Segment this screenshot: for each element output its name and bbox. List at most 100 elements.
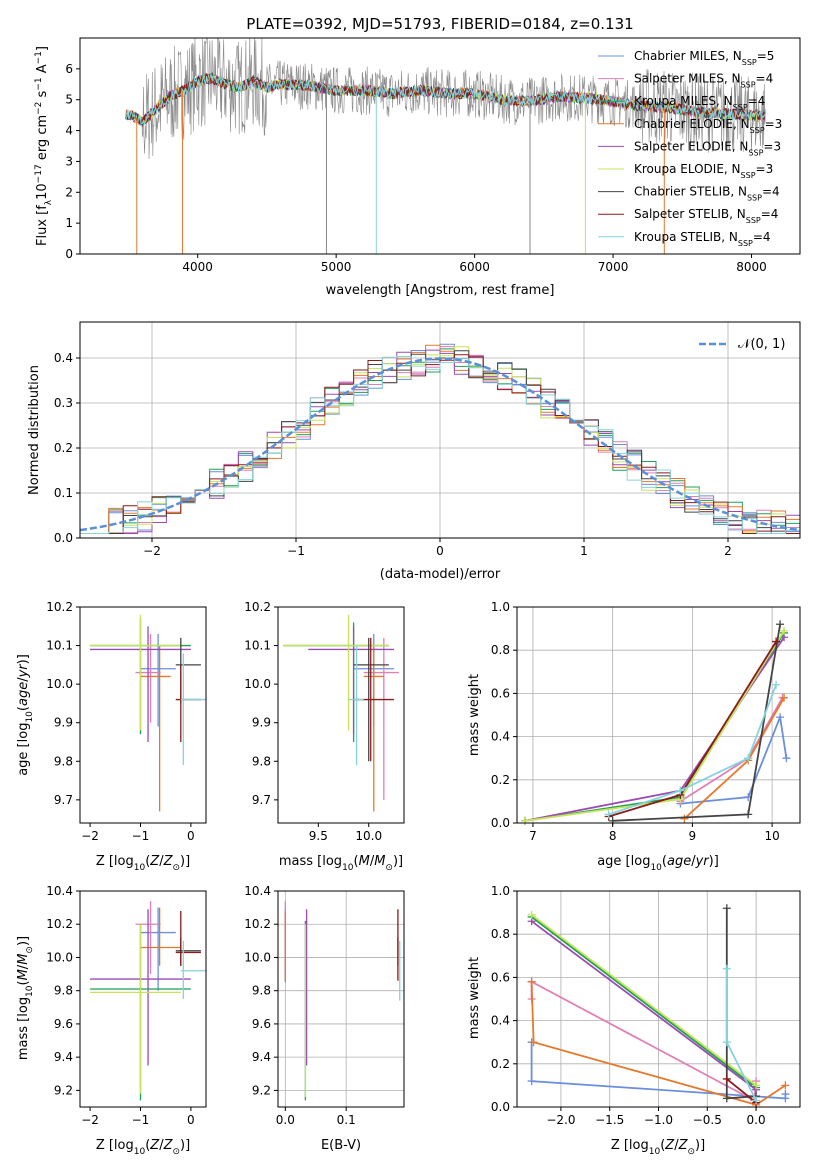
y-tick-label: 10.2 <box>244 600 271 614</box>
y-tick-label: 10.0 <box>244 950 271 964</box>
mass-vs-z-x-label: Z [log10(Z/Z⊙)] <box>96 1138 190 1157</box>
y-tick-label: 0.4 <box>491 730 510 744</box>
legend-sub: SSP <box>748 148 763 157</box>
weight-line <box>726 1078 757 1104</box>
y-tick-label: 1 <box>65 216 73 230</box>
x-tick-label: 10 <box>764 829 779 843</box>
y-tick-label: 9.9 <box>54 716 73 730</box>
weight-marker <box>744 810 753 819</box>
weight-vs-z-panel: −2.0 −1.5 −1.0 −0.5 0.0 0.0 0.2 0.4 0.6 0.8 1.0 <box>491 884 801 1127</box>
legend-nssp: =4 <box>756 72 774 86</box>
panel-frame <box>516 606 801 824</box>
y-tick-label: 10.1 <box>244 639 271 653</box>
y-tick-label: 9.8 <box>252 984 271 998</box>
y-tick-label: 0.8 <box>491 643 510 657</box>
gauss-curve <box>79 357 801 532</box>
legend-label: Kroupa ELODIE, NSSP=3 <box>634 162 773 180</box>
weight-line <box>531 914 757 1087</box>
y-tick-label: 0.2 <box>491 1057 510 1071</box>
weight-line <box>683 697 785 820</box>
legend-sub: SSP <box>733 103 748 112</box>
x-tick-label: 1 <box>580 544 588 558</box>
spectrum-lines <box>125 38 766 254</box>
weight-line <box>680 713 788 805</box>
y-tick-label: 9.6 <box>54 1017 73 1031</box>
weight-marker <box>781 1081 790 1090</box>
x-tick-label: 0.0 <box>276 1113 295 1127</box>
age-vs-mass-panel: 9.5 10.0 9.7 9.8 9.9 10.0 10.1 10.2 <box>244 600 405 843</box>
y-tick-label: 0.4 <box>54 351 73 365</box>
panel-frame <box>79 890 207 1108</box>
y-tick-label: 9.7 <box>54 793 73 807</box>
y-tick-label: 10.0 <box>46 950 73 964</box>
y-tick-label: 10.2 <box>46 600 73 614</box>
y-tick-label: 10.0 <box>244 677 271 691</box>
x-tick-label: 4000 <box>182 260 213 274</box>
x-tick-label: −1 <box>132 829 150 843</box>
weight-line <box>608 684 777 816</box>
mass-vs-ebv-panel: 0.0 0.1 9.2 9.4 9.6 9.8 10.0 10.2 10.4 <box>244 884 405 1127</box>
age-vs-z-panel: −2 −1 0 9.7 9.8 9.9 10.0 10.1 10.2 <box>46 600 207 843</box>
weight-marker <box>527 910 536 919</box>
x-tick-label: 0 <box>187 829 195 843</box>
weight-marker <box>776 713 785 722</box>
legend-nssp: =3 <box>756 162 774 176</box>
x-tick-label: −1.0 <box>644 1113 673 1127</box>
y-tick-label: 0.2 <box>491 773 510 787</box>
y-tick-label: 0.3 <box>54 396 73 410</box>
x-tick-label: 9 <box>689 829 697 843</box>
x-tick-label: −2 <box>81 829 99 843</box>
weight-vs-age-x-label: age [log10(age/yr)] <box>597 854 719 873</box>
spectrum-x-label: wavelength [Angstrom, rest frame] <box>326 283 555 298</box>
y-tick-label: 0.2 <box>54 441 73 455</box>
mass-vs-ebv-x-label: E(B-V) <box>321 1138 361 1153</box>
spectrum-y-label: Flux [fλ10−17 erg cm−2 s−1 A−1] <box>34 46 54 246</box>
residuals-legend: 𝒩(0, 1) <box>699 337 785 352</box>
y-tick-label: 0.4 <box>491 1014 510 1028</box>
legend-sub: SSP <box>742 58 757 67</box>
spectrum-legend: Chabrier MILES, NSSP=5 Salpeter MILES, NS… <box>598 49 782 247</box>
model-spectrum-line <box>125 73 766 126</box>
y-tick-label: 2 <box>65 185 73 199</box>
x-tick-label: 7000 <box>598 260 629 274</box>
spectrum-axes: 4000 5000 6000 7000 8000 0 1 2 3 4 5 6 <box>65 62 766 274</box>
legend-label: Salpeter MILES, NSSP=4 <box>634 72 773 90</box>
residuals-data-layer <box>79 343 801 534</box>
y-tick-label: 9.8 <box>54 754 73 768</box>
weight-line <box>524 630 785 822</box>
x-tick-label: −2 <box>143 544 161 558</box>
residuals-x-label: (data-model)/error <box>380 567 501 582</box>
y-tick-label: 1.0 <box>491 884 510 898</box>
weight-marker <box>520 816 529 825</box>
x-tick-label: 9.5 <box>309 829 328 843</box>
x-tick-label: −1 <box>132 1113 150 1127</box>
weight-marker <box>752 1081 761 1090</box>
legend-sub: SSP <box>750 125 765 134</box>
y-tick-label: 9.4 <box>252 1050 271 1064</box>
legend-sub: SSP <box>738 238 753 247</box>
legend-sub: SSP <box>741 80 756 89</box>
weight-vs-age-y-label: mass weight <box>467 674 482 756</box>
y-tick-label: 10.1 <box>46 639 73 653</box>
x-tick-label: 6000 <box>459 260 490 274</box>
mass-y-label: mass [log10(M/M⊙)] <box>16 936 35 1060</box>
legend-nssp: =4 <box>761 207 779 221</box>
panel-frame <box>79 606 207 824</box>
x-tick-label: 10.0 <box>355 829 382 843</box>
residual-histogram <box>80 354 800 534</box>
panel-frame <box>277 606 405 824</box>
weight-marker <box>744 754 753 763</box>
x-tick-label: 0 <box>436 544 444 558</box>
y-tick-label: 9.6 <box>252 1017 271 1031</box>
weight-marker <box>782 754 791 763</box>
mass-vs-z-panel: −2 −1 0 9.2 9.4 9.6 9.8 10.0 10.2 10.4 <box>46 884 207 1127</box>
age-y-label: age [log10(age/yr)] <box>16 654 35 776</box>
legend-nssp: =3 <box>765 117 783 131</box>
legend-sub: SSP <box>746 216 761 225</box>
weight-marker <box>722 904 731 913</box>
legend-nssp: =4 <box>748 94 766 108</box>
spectrum-data-layer <box>125 38 766 254</box>
x-tick-label: −2 <box>81 1113 99 1127</box>
y-tick-label: 0.0 <box>54 531 73 545</box>
